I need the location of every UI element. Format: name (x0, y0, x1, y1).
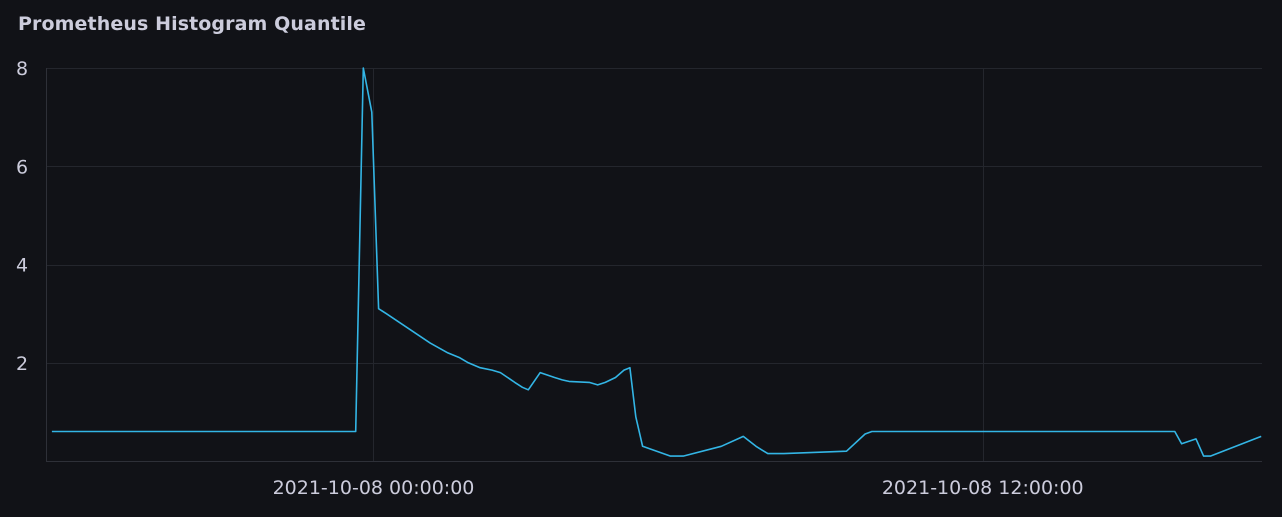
y-tick-label: 2 (16, 353, 28, 375)
series-layer (51, 67, 1262, 457)
x-tick-label: 2021-10-08 00:00:00 (273, 477, 475, 499)
x-tick-label: 2021-10-08 12:00:00 (882, 477, 1084, 499)
y-tick-label: 6 (16, 156, 28, 178)
grid (46, 68, 1262, 462)
y-tick-label: 4 (16, 255, 28, 277)
panel-title: Prometheus Histogram Quantile (18, 13, 366, 35)
series-line (51, 67, 1262, 457)
y-tick-label: 8 (16, 58, 28, 80)
x-axis-ticks: 2021-10-08 00:00:00 2021-10-08 12:00:00 (273, 477, 1084, 499)
y-axis-ticks: 2 4 6 8 (16, 58, 28, 375)
